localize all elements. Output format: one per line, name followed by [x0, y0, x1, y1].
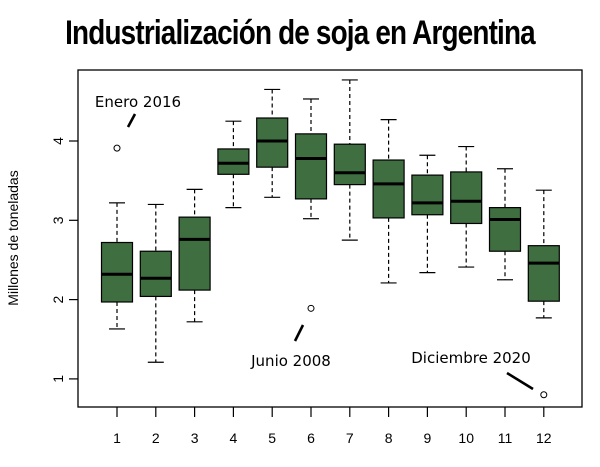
iqr-box	[178, 216, 211, 291]
annotation-pointer	[506, 371, 534, 391]
box-2	[139, 203, 172, 363]
annotation: Enero 2016	[95, 93, 181, 128]
chart-title: Industrialización de soja en Argentina	[65, 14, 536, 52]
box-9	[411, 154, 444, 274]
x-tick-label: 10	[458, 430, 474, 446]
iqr-box	[488, 207, 522, 252]
box-5	[256, 88, 289, 198]
boxes	[100, 79, 560, 399]
box-7	[333, 79, 366, 241]
y-tick-label: 1	[50, 375, 66, 383]
annotation: Diciembre 2020	[411, 349, 534, 391]
y-tick-label: 4	[50, 137, 66, 145]
annotation-pointer	[293, 324, 305, 342]
annotation: Junio 2008	[250, 324, 331, 370]
iqr-box	[411, 174, 444, 216]
y-tick-label: 3	[50, 216, 66, 224]
box-3	[178, 188, 211, 323]
box-8	[372, 118, 405, 284]
box-4	[217, 120, 250, 209]
box-10	[450, 145, 483, 268]
iqr-box	[139, 250, 172, 298]
x-tick-label: 12	[536, 430, 552, 446]
iqr-box	[100, 241, 134, 303]
box-12	[527, 189, 560, 399]
x-tick-label: 9	[424, 430, 432, 446]
plot-frame	[77, 69, 583, 408]
annotation-label: Diciembre 2020	[411, 349, 531, 367]
iqr-box	[527, 245, 560, 302]
iqr-box	[294, 133, 328, 200]
y-axis-label: Millones de toneladas	[5, 170, 21, 305]
x-tick-label: 3	[191, 430, 199, 446]
x-tick-label: 11	[498, 430, 513, 446]
annotation-pointer	[126, 113, 137, 128]
annotation-label: Junio 2008	[250, 352, 331, 370]
iqr-box	[450, 171, 483, 225]
outlier-point	[307, 304, 315, 312]
x-tick-label: 8	[385, 430, 393, 446]
annotations: Enero 2016 Junio 2008 Diciembre 2020	[95, 93, 534, 391]
box-1	[100, 144, 134, 330]
outlier-point	[113, 144, 121, 152]
iqr-box	[372, 159, 405, 219]
iqr-box	[333, 143, 366, 186]
box-11	[488, 168, 522, 281]
x-tick-label: 4	[230, 430, 238, 446]
iqr-box	[217, 148, 250, 175]
x-tick-label: 1	[113, 430, 121, 446]
y-tick-label: 2	[50, 295, 66, 303]
x-tick-label: 7	[346, 430, 354, 446]
iqr-box	[256, 117, 289, 168]
box-6	[294, 98, 328, 312]
x-tick-label: 5	[268, 430, 276, 446]
annotation-label: Enero 2016	[95, 93, 181, 111]
x-tick-label: 6	[307, 430, 315, 446]
x-tick-label: 2	[152, 430, 160, 446]
outlier-point	[540, 391, 548, 399]
